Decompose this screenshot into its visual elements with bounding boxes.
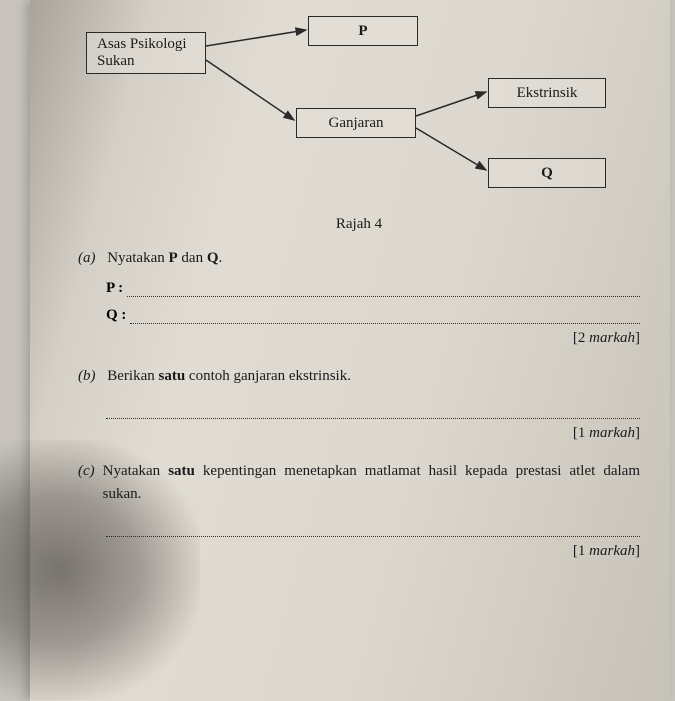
- question-b: (b) Berikan satu contoh ganjaran ekstrin…: [78, 365, 640, 388]
- answer-p-line[interactable]: [127, 283, 640, 297]
- answer-c-line[interactable]: [106, 523, 640, 537]
- answer-p-label: P :: [106, 280, 123, 297]
- answer-q-label: Q :: [106, 307, 126, 324]
- node-ekstrinsik: Ekstrinsik: [488, 78, 606, 108]
- marks-c: [1 markah]: [78, 543, 640, 560]
- node-ganjaran: Ganjaran: [296, 108, 416, 138]
- question-b-text: Berikan satu contoh ganjaran ekstrinsik.: [107, 368, 351, 384]
- answer-b-line[interactable]: [106, 405, 640, 419]
- diagram-rajah-4: Asas Psikologi Sukan P Ganjaran Ekstrins…: [78, 10, 638, 210]
- answer-q-line[interactable]: [130, 310, 640, 324]
- node-p: P: [308, 16, 418, 46]
- node-root: Asas Psikologi Sukan: [86, 32, 206, 74]
- exam-page: Asas Psikologi Sukan P Ganjaran Ekstrins…: [30, 0, 670, 701]
- marks-b: [1 markah]: [78, 425, 640, 442]
- node-q: Q: [488, 158, 606, 188]
- diagram-caption: Rajah 4: [78, 216, 640, 233]
- label-c: (c): [78, 460, 95, 505]
- answer-q-row: Q :: [106, 307, 640, 324]
- question-a-text: Nyatakan P dan Q.: [107, 250, 222, 266]
- question-c: (c) Nyatakan satu kepentingan menetapkan…: [78, 460, 640, 505]
- question-a: (a) Nyatakan P dan Q.: [78, 247, 640, 270]
- question-c-text: Nyatakan satu kepentingan menetapkan mat…: [103, 460, 640, 505]
- marks-a: [2 markah]: [78, 330, 640, 347]
- label-b: (b): [78, 368, 96, 384]
- answer-p-row: P :: [106, 280, 640, 297]
- label-a: (a): [78, 250, 96, 266]
